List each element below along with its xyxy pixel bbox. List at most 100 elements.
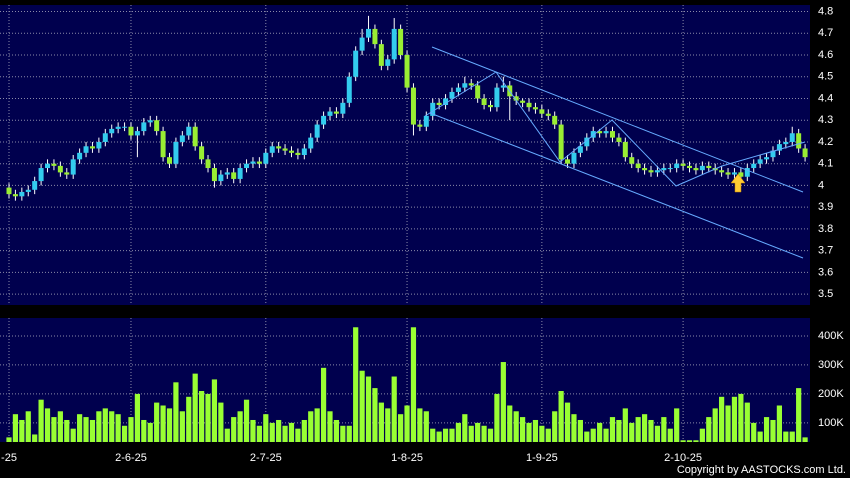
volume-bar bbox=[500, 362, 506, 442]
volume-bar bbox=[134, 393, 140, 442]
volume-bar bbox=[699, 428, 705, 442]
volume-bar bbox=[590, 428, 596, 442]
candle-body bbox=[70, 159, 76, 175]
candle-body bbox=[186, 126, 192, 136]
candle-body bbox=[565, 159, 571, 164]
candle-body bbox=[590, 131, 596, 138]
candle-body bbox=[57, 165, 63, 173]
candle-body bbox=[520, 100, 526, 103]
y-tick-label: 3.6 bbox=[818, 266, 833, 278]
candle-body bbox=[12, 194, 18, 197]
candle-body bbox=[642, 168, 648, 171]
volume-bar bbox=[89, 419, 96, 442]
volume-bar bbox=[616, 419, 622, 442]
volume-bar bbox=[173, 382, 179, 442]
volume-bar bbox=[609, 417, 616, 442]
volume-bar bbox=[410, 327, 417, 442]
candle-body bbox=[199, 146, 205, 160]
volume-bar bbox=[481, 425, 487, 442]
candle-body bbox=[205, 159, 211, 169]
volume-bar bbox=[494, 393, 500, 442]
volume-bar bbox=[276, 419, 282, 442]
candle-body bbox=[513, 96, 519, 101]
candle-body bbox=[744, 168, 750, 177]
candle-body bbox=[770, 150, 776, 158]
volume-bar bbox=[160, 405, 166, 442]
candle-body bbox=[237, 168, 243, 179]
volume-bar bbox=[436, 431, 442, 442]
candle-body bbox=[353, 50, 359, 77]
candle-body bbox=[77, 152, 83, 160]
volume-bar bbox=[231, 417, 237, 442]
volume-bar bbox=[102, 408, 108, 442]
candle-body bbox=[725, 172, 731, 175]
y-tick-label: 4.4 bbox=[818, 92, 833, 104]
y-tick-label: 400K bbox=[818, 330, 844, 342]
y-tick-label: 200K bbox=[818, 388, 844, 400]
volume-bar bbox=[205, 393, 211, 442]
candle-body bbox=[366, 28, 372, 38]
volume-bar bbox=[564, 402, 571, 442]
candle-body bbox=[45, 163, 51, 169]
candle-body bbox=[51, 163, 57, 166]
volume-bar bbox=[763, 417, 770, 442]
x-tick-label: 1-9-25 bbox=[526, 452, 558, 464]
volume-bar bbox=[789, 431, 795, 442]
volume-bar bbox=[539, 425, 545, 442]
volume-bar bbox=[731, 396, 738, 442]
candle-body bbox=[231, 172, 237, 179]
volume-bar bbox=[629, 422, 635, 442]
y-tick-label: 4.7 bbox=[818, 27, 833, 39]
y-tick-label: 3.9 bbox=[818, 201, 833, 213]
volume-bar bbox=[333, 419, 340, 442]
volume-bar bbox=[751, 422, 757, 442]
arrow bbox=[730, 173, 746, 193]
volume-bar bbox=[154, 402, 160, 442]
volume-bar bbox=[783, 431, 789, 442]
candle-body bbox=[443, 98, 449, 105]
volume-bar bbox=[423, 411, 429, 442]
volume-bar bbox=[417, 408, 423, 442]
candle-body bbox=[64, 172, 70, 175]
candle-body bbox=[179, 135, 185, 142]
volume-bar bbox=[12, 414, 19, 442]
volume-bar bbox=[64, 419, 70, 442]
y-tick-label: 4.8 bbox=[818, 5, 833, 17]
volume-bar bbox=[455, 422, 461, 442]
volume-bar bbox=[449, 428, 455, 442]
volume-bar bbox=[532, 419, 539, 442]
candle-body bbox=[6, 187, 12, 195]
candle-body bbox=[141, 122, 147, 132]
volume-bar bbox=[757, 431, 763, 442]
candle-body bbox=[494, 87, 500, 108]
candle-body bbox=[417, 124, 423, 127]
candle-body bbox=[731, 172, 737, 175]
volume-bar bbox=[353, 327, 359, 442]
volume-bar bbox=[192, 373, 198, 442]
y-tick-label: 4.6 bbox=[818, 49, 833, 61]
volume-bar bbox=[680, 440, 686, 442]
candle-body bbox=[269, 146, 275, 153]
volume-bar bbox=[121, 425, 128, 442]
volume-bar bbox=[468, 425, 474, 442]
candle-body bbox=[738, 172, 744, 177]
candle-body bbox=[667, 168, 673, 170]
candle-body bbox=[173, 141, 179, 164]
candle-body bbox=[128, 126, 134, 136]
x-tick-label: -25 bbox=[1, 452, 17, 464]
candle-body bbox=[481, 98, 487, 105]
volume-bar bbox=[211, 379, 218, 442]
candle-body bbox=[89, 146, 95, 149]
candle-body bbox=[102, 133, 108, 142]
candle-body bbox=[616, 137, 622, 142]
x-tick-label: 2-6-25 bbox=[115, 452, 147, 464]
volume-bar bbox=[545, 428, 551, 442]
candle-body bbox=[333, 111, 339, 114]
candle-body bbox=[475, 85, 481, 99]
candle-body bbox=[378, 44, 384, 66]
volume-bar bbox=[83, 417, 89, 442]
volume-bar bbox=[57, 411, 63, 442]
volume-bar bbox=[802, 437, 808, 442]
candle-body bbox=[250, 161, 256, 164]
volume-bar bbox=[314, 408, 320, 442]
